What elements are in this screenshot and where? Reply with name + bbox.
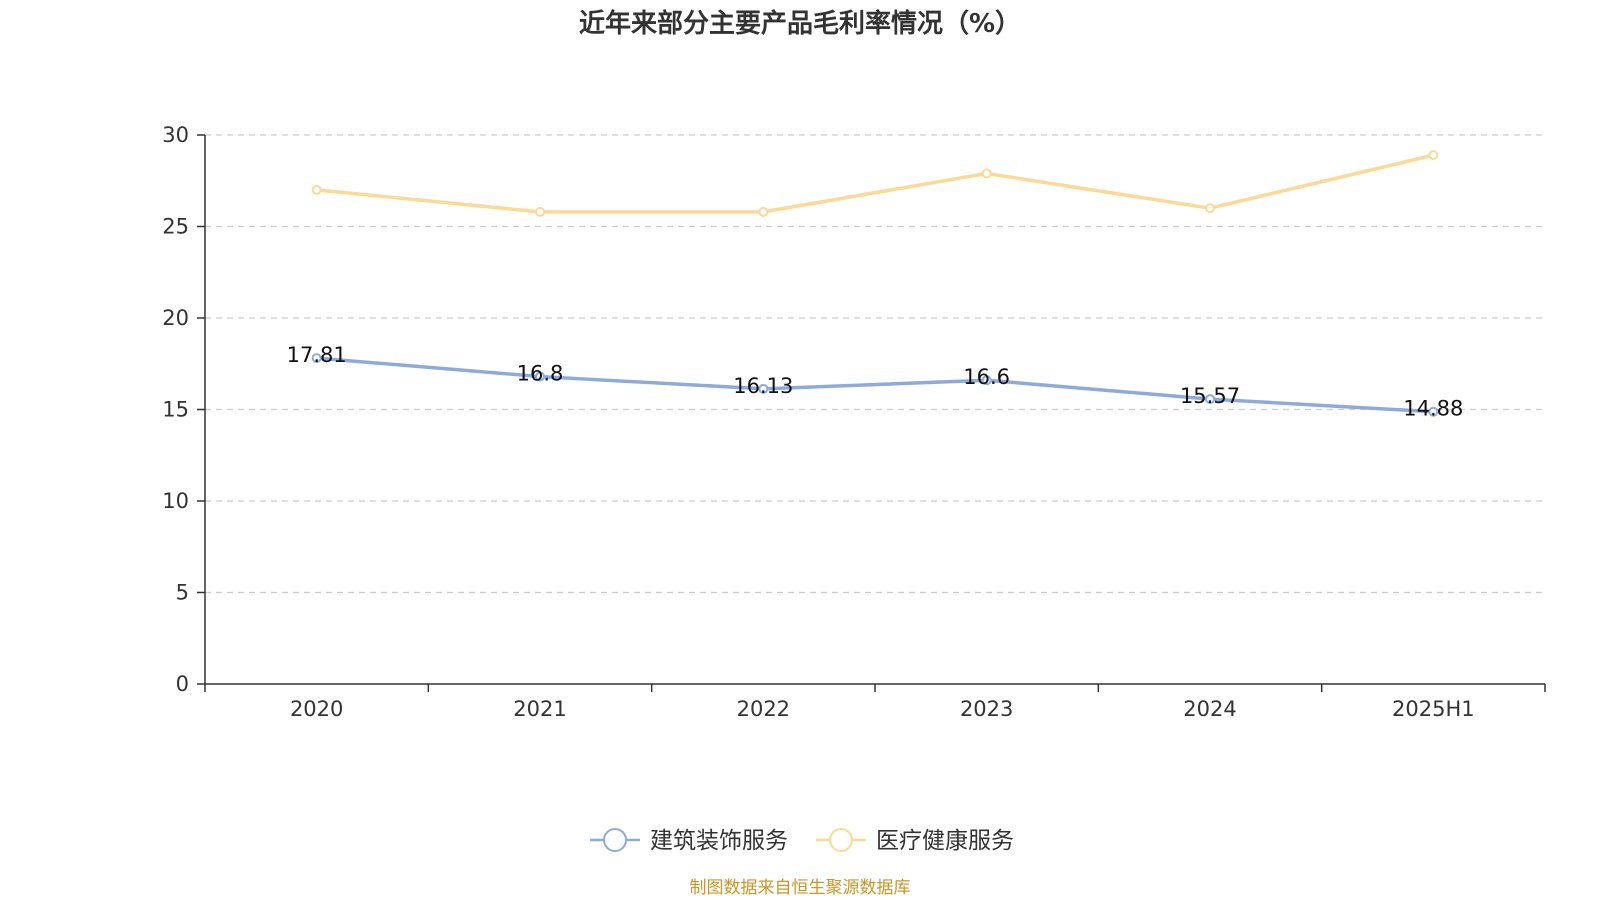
data-label: 17.81 bbox=[287, 343, 347, 367]
data-point bbox=[311, 184, 322, 195]
y-tick-label: 25 bbox=[162, 215, 189, 239]
legend-item[interactable]: 建筑装饰服务 bbox=[590, 828, 788, 854]
y-tick-label: 15 bbox=[162, 398, 189, 422]
legend-label: 医疗健康服务 bbox=[876, 828, 1014, 854]
chart-title: 近年来部分主要产品毛利率情况（%） bbox=[579, 8, 1021, 39]
x-tick-label: 2023 bbox=[960, 697, 1013, 721]
data-point bbox=[758, 206, 769, 217]
legend-item[interactable]: 医疗健康服务 bbox=[816, 828, 1014, 854]
y-axis-ticks: 0 5 10 15 20 25 30 bbox=[162, 123, 205, 696]
y-tick-label: 5 bbox=[176, 581, 189, 605]
legend[interactable]: 建筑装饰服务 医疗健康服务 bbox=[590, 828, 1014, 854]
data-point bbox=[535, 371, 545, 382]
data-point bbox=[1428, 150, 1439, 161]
series-group: 17.81 16.8 16.13 16.6 15.57 14.88 bbox=[287, 150, 1463, 421]
data-label: 14.88 bbox=[1403, 397, 1463, 421]
data-point bbox=[981, 375, 992, 386]
data-label: 15.57 bbox=[1180, 384, 1240, 408]
data-point bbox=[981, 168, 992, 179]
y-tick-label: 10 bbox=[162, 489, 189, 513]
x-tick-label: 2024 bbox=[1183, 697, 1236, 721]
x-tick-label: 2022 bbox=[737, 697, 790, 721]
data-label: 16.8 bbox=[517, 362, 564, 386]
data-point bbox=[1205, 394, 1215, 405]
legend-label: 建筑装饰服务 bbox=[650, 828, 788, 854]
data-label: 16.13 bbox=[733, 374, 793, 398]
legend-marker bbox=[603, 828, 627, 852]
series-line-1 bbox=[316, 153, 1434, 214]
y-tick-label: 0 bbox=[176, 672, 189, 696]
x-tick-label: 2020 bbox=[290, 697, 343, 721]
source-note: 制图数据来自恒生聚源数据库 bbox=[690, 878, 911, 898]
x-axis-ticks: 2020 2021 2022 2023 2024 2025H1 bbox=[204, 684, 1546, 721]
series-line-0 bbox=[316, 356, 1434, 414]
data-point bbox=[311, 353, 322, 364]
x-tick-label: 2025H1 bbox=[1392, 697, 1475, 721]
data-point bbox=[1428, 406, 1439, 417]
y-tick-label: 30 bbox=[162, 123, 189, 147]
gridlines bbox=[205, 134, 1545, 594]
data-point bbox=[758, 383, 769, 394]
y-tick-label: 20 bbox=[162, 306, 189, 330]
x-tick-label: 2021 bbox=[513, 697, 566, 721]
data-label: 16.6 bbox=[963, 365, 1010, 389]
legend-marker bbox=[829, 828, 853, 852]
data-point bbox=[535, 206, 545, 217]
data-point bbox=[1205, 203, 1215, 214]
